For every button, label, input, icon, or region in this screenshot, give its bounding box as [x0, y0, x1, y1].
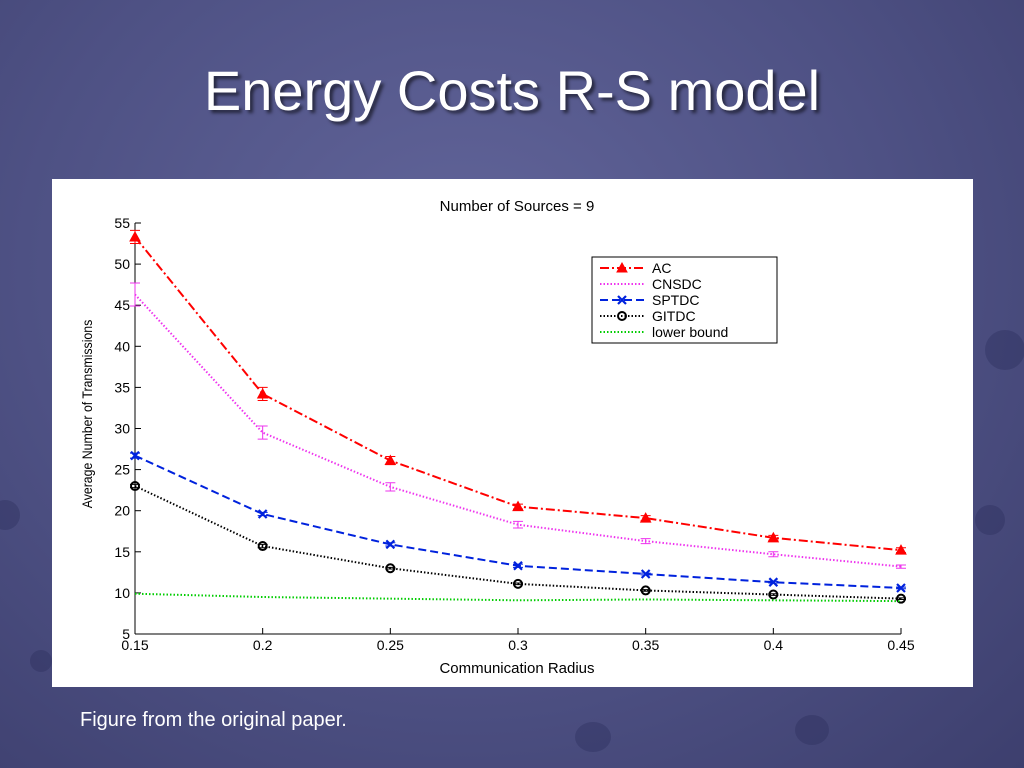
series-lower-bound: [134, 592, 902, 603]
data-point: [513, 560, 523, 571]
y-tick-label: 5: [122, 626, 130, 642]
data-point: [639, 512, 652, 523]
line-chart: Number of Sources = 9 Communication Radi…: [79, 198, 915, 677]
y-tick-label: 15: [114, 544, 130, 560]
legend-label: AC: [652, 260, 671, 276]
background-decoration: [795, 715, 829, 745]
data-point: [640, 585, 651, 596]
y-tick-label: 20: [114, 503, 130, 519]
chart-title: Number of Sources = 9: [440, 198, 595, 215]
data-point: [767, 531, 780, 543]
series-sptdc: [130, 450, 906, 593]
chart-panel: Number of Sources = 9 Communication Radi…: [52, 179, 973, 687]
series-line: [134, 592, 902, 603]
series-ac: [129, 229, 907, 555]
data-point: [257, 541, 268, 552]
data-point: [768, 589, 779, 600]
data-point: [768, 577, 779, 587]
slide-title: Energy Costs R-S model: [203, 59, 821, 122]
series-gitdc: [130, 481, 906, 604]
data-point: [130, 481, 140, 492]
x-tick-label: 0.45: [887, 637, 914, 653]
data-point: [896, 593, 906, 604]
data-point: [513, 578, 523, 589]
data-point: [640, 569, 651, 579]
data-point: [130, 450, 140, 461]
data-point: [385, 563, 396, 574]
background-decoration: [575, 722, 611, 752]
background-decoration: [985, 330, 1024, 370]
data-point: [129, 230, 141, 242]
y-tick-label: 10: [114, 585, 130, 601]
x-tick-label: 0.3: [508, 637, 528, 653]
legend-entry: AC: [600, 260, 671, 276]
legend-label: lower bound: [652, 324, 728, 340]
x-tick-label: 0.35: [632, 637, 659, 653]
y-axis-label: Average Number of Transmissions: [79, 319, 95, 508]
background-decoration: [0, 500, 20, 530]
series-cnsdc: [130, 282, 906, 569]
legend-entry: SPTDC: [600, 292, 699, 308]
background-decoration: [975, 505, 1005, 535]
x-axis-label: Communication Radius: [439, 660, 594, 677]
data-point: [512, 500, 524, 512]
legend-entry: GITDC: [600, 308, 696, 324]
legend-label: SPTDC: [652, 292, 699, 308]
y-tick-label: 35: [114, 379, 130, 395]
y-tick-label: 40: [114, 338, 130, 354]
legend-label: GITDC: [652, 308, 696, 324]
data-point: [617, 311, 627, 321]
legend-label: CNSDC: [652, 276, 702, 292]
data-point: [385, 539, 396, 550]
figure-caption: Figure from the original paper.: [80, 709, 347, 731]
y-tick-label: 45: [114, 297, 130, 313]
axes: 5 10 15 20 25 30 35 40 45 50 55 0.15 0.2 0.25 0.3 0.35 0…: [114, 215, 914, 653]
y-tick-label: 30: [114, 421, 130, 437]
series-layer: [129, 229, 907, 604]
y-tick-label: 50: [114, 256, 130, 272]
legend-entry: lower bound: [600, 324, 728, 340]
x-tick-label: 0.2: [253, 637, 273, 653]
background-decoration: [30, 650, 52, 672]
data-point: [617, 295, 627, 305]
y-tick-label: 55: [114, 215, 130, 231]
data-point: [895, 544, 907, 555]
data-point: [257, 509, 268, 519]
y-tick-label: 25: [114, 462, 130, 478]
x-tick-label: 0.4: [764, 637, 784, 653]
data-point: [256, 387, 269, 399]
data-point: [616, 261, 628, 273]
legend-entry: CNSDC: [600, 276, 702, 292]
x-tick-label: 0.25: [377, 637, 404, 653]
x-tick-label: 0.15: [121, 637, 148, 653]
data-point: [384, 454, 397, 466]
data-point: [896, 583, 906, 593]
